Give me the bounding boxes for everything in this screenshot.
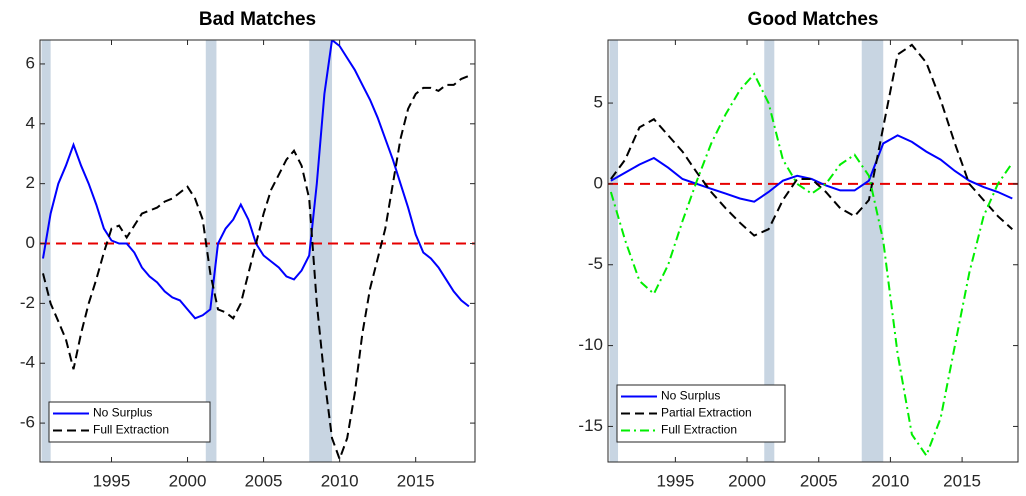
y-tick-label: -10 <box>578 335 603 354</box>
plot-frame <box>39 39 476 463</box>
x-tick-label: 2010 <box>321 471 359 490</box>
plot-area <box>608 40 1018 462</box>
y-tick-label: 5 <box>594 93 603 112</box>
x-tick-label: 2005 <box>800 471 838 490</box>
y-tick-label: 0 <box>26 233 35 252</box>
y-tick-label: 2 <box>26 173 35 192</box>
x-tick-label: 2000 <box>169 471 207 490</box>
y-tick-label: -5 <box>588 254 603 273</box>
series-line <box>610 134 1013 203</box>
x-tick-label: 1995 <box>93 471 131 490</box>
y-tick-label: -6 <box>20 413 35 432</box>
shaded-range <box>309 40 333 462</box>
shaded-range <box>609 40 619 462</box>
series-line <box>610 43 1013 237</box>
series-line <box>42 40 470 320</box>
chart-title: Good Matches <box>748 9 879 30</box>
legend-label: No Surplus <box>93 406 152 420</box>
legend-box <box>616 384 786 443</box>
series-line <box>42 74 470 462</box>
series-line <box>609 72 1014 458</box>
legend-label: Full Extraction <box>93 423 169 437</box>
x-tick-label: 2015 <box>397 471 435 490</box>
x-tick-label: 2005 <box>245 471 283 490</box>
legend-box <box>48 401 211 443</box>
x-tick-label: 2010 <box>871 471 909 490</box>
x-tick-label: 2000 <box>728 471 766 490</box>
shaded-range <box>41 40 51 462</box>
y-tick-label: 4 <box>26 113 35 132</box>
y-tick-label: 0 <box>594 173 603 192</box>
plot-frame <box>607 39 1019 463</box>
chart-title: Bad Matches <box>199 9 316 30</box>
plot-area <box>40 40 475 462</box>
shaded-range <box>861 40 884 462</box>
y-tick-label: -15 <box>578 416 603 435</box>
y-tick-label: 6 <box>26 53 35 72</box>
shaded-range <box>205 40 217 462</box>
shaded-range <box>764 40 775 462</box>
x-tick-label: 1995 <box>656 471 694 490</box>
legend-label: Full Extraction <box>661 423 737 437</box>
y-tick-label: -2 <box>20 293 35 312</box>
y-tick-label: -4 <box>20 353 35 372</box>
legend-label: No Surplus <box>661 389 720 403</box>
legend-label: Partial Extraction <box>661 406 752 420</box>
x-tick-label: 2015 <box>943 471 981 490</box>
